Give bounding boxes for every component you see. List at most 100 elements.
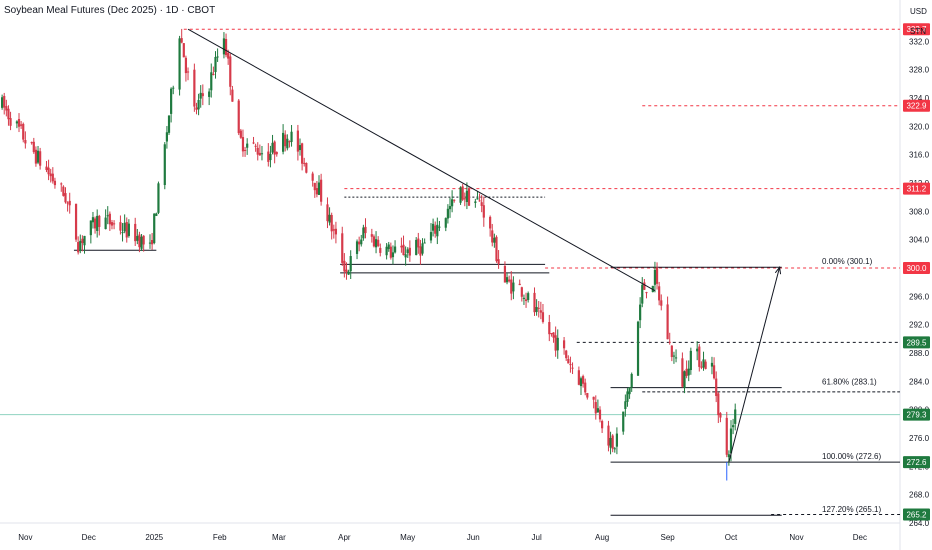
candle-up <box>729 428 733 454</box>
candle-up <box>687 368 690 376</box>
candle-up <box>683 371 686 388</box>
candle-down <box>288 141 291 143</box>
price-tag-box <box>903 456 930 469</box>
price-tag-box <box>903 99 930 112</box>
candle-up <box>727 454 730 458</box>
candle-down <box>315 188 319 195</box>
candle-down <box>520 287 523 297</box>
y-tick-label: 292.0 <box>909 321 930 330</box>
candle-down <box>275 152 278 155</box>
horizontal-levels <box>0 28 900 516</box>
candle-up <box>512 282 515 292</box>
candle-up <box>170 88 173 114</box>
candle-down <box>341 233 344 263</box>
candle-down <box>142 235 145 245</box>
x-tick-label: Apr <box>338 533 351 542</box>
candle-down <box>258 152 261 156</box>
candle-down <box>182 43 185 58</box>
candle-down <box>66 202 69 204</box>
candle-up <box>140 236 143 249</box>
x-tick-label: May <box>400 533 415 542</box>
candle-up <box>216 56 219 58</box>
candle-up <box>328 214 331 223</box>
y-tick-label: 308.0 <box>909 207 930 216</box>
candle-up <box>15 121 19 124</box>
candle-up <box>360 239 363 245</box>
candle-down <box>296 130 299 152</box>
candle-down <box>655 267 659 284</box>
candle-down <box>569 364 572 366</box>
candle-up <box>96 215 99 231</box>
candle-down <box>372 236 376 247</box>
candle-up <box>197 99 200 110</box>
candle-up <box>199 92 202 99</box>
candle-up <box>387 244 390 250</box>
candle-down <box>81 238 84 244</box>
candle-up <box>385 246 388 256</box>
candle-down <box>110 222 114 226</box>
candle-down <box>417 238 420 248</box>
y-tick-label: 320.0 <box>909 122 930 131</box>
chart-title: Soybean Meal Futures (Dec 2025) · 1D · C… <box>4 5 215 16</box>
candle-up <box>79 240 82 251</box>
fib-label-1: 61.80% (283.1) <box>822 378 877 387</box>
currency-label[interactable]: USD <box>910 7 927 16</box>
candle-down <box>400 245 403 248</box>
unit-label[interactable]: STN <box>910 27 926 36</box>
candle-up <box>689 350 692 371</box>
x-tick-label: Sep <box>660 533 675 542</box>
candle-down <box>419 246 422 256</box>
candle-down <box>108 213 111 225</box>
candle-down <box>345 269 348 273</box>
y-tick-label: 316.0 <box>909 151 930 160</box>
candle-up <box>355 241 359 254</box>
candle-up <box>349 256 352 272</box>
candle-up <box>317 182 321 195</box>
candle-down <box>717 393 720 416</box>
y-tick-label: 332.0 <box>909 37 930 46</box>
candle-down <box>571 367 574 369</box>
candle-down <box>243 149 247 151</box>
candle-up <box>167 115 171 133</box>
candle-up <box>626 391 629 402</box>
projection-arrow-line <box>728 267 781 463</box>
candle-up <box>448 206 452 210</box>
price-tag-label: 300.0 <box>906 264 927 273</box>
candle-down <box>434 225 437 234</box>
candle-down <box>64 193 67 203</box>
candle-down <box>541 312 545 322</box>
candle-down <box>685 368 688 376</box>
candle-up <box>155 213 158 216</box>
candle-down <box>227 52 230 59</box>
price-tag-box <box>903 182 930 195</box>
candle-up <box>436 224 439 237</box>
candle-down <box>478 200 481 202</box>
candle-down <box>7 108 10 120</box>
candle-up <box>393 246 397 253</box>
candle-down <box>17 118 21 127</box>
candle-down <box>24 139 27 144</box>
candle-down <box>284 134 287 147</box>
candle-up <box>374 239 378 248</box>
candle-down <box>567 358 570 364</box>
candle-down <box>592 396 595 400</box>
candle-down <box>9 118 12 126</box>
candle-up <box>710 362 714 367</box>
time-axis: Nov Dec 2025 Feb Mar Apr May Jun Jul Aug Sep Oct Nov… <box>18 533 867 542</box>
candle-down <box>562 340 566 349</box>
candle-up <box>444 218 447 228</box>
candle-down <box>125 222 128 238</box>
candle-down <box>681 358 684 387</box>
candle-up <box>104 217 107 230</box>
candle-up <box>106 215 109 217</box>
candle-down <box>594 402 597 414</box>
candle-up <box>556 337 559 351</box>
candle-down <box>607 425 610 446</box>
candle-down <box>68 200 71 206</box>
price-tag-label: 265.2 <box>906 510 927 519</box>
fib-label-3: 127.20% (265.1) <box>822 505 881 514</box>
candle-up <box>429 232 433 241</box>
candle-down <box>39 151 42 166</box>
candle-up <box>269 153 272 161</box>
